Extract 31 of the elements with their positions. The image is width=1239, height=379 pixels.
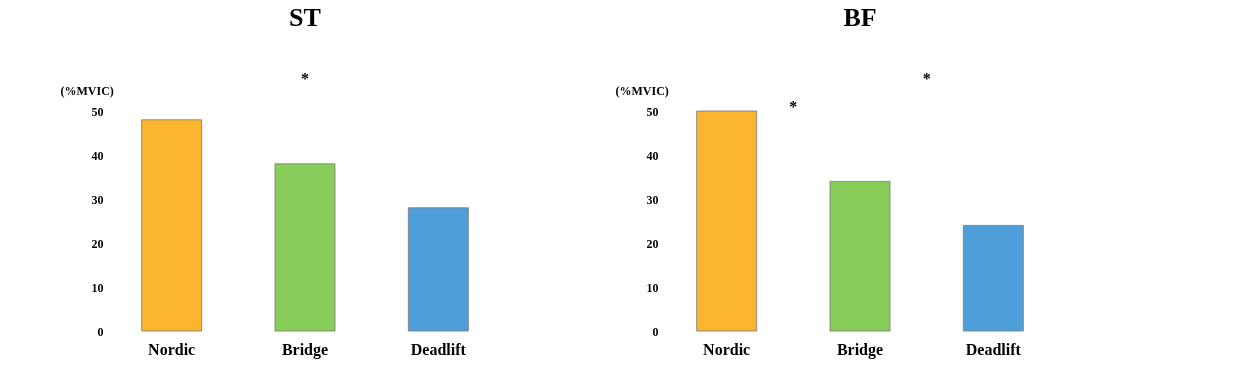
y-tick-label: 50: [91, 104, 104, 119]
bar: [274, 163, 336, 332]
bar: [962, 225, 1024, 332]
y-axis-title: (%MVIC): [615, 83, 669, 98]
annotation: *: [789, 98, 798, 115]
x-tick-label: Deadlift: [410, 340, 467, 358]
y-tick-label: 40: [646, 148, 659, 163]
x-tick-label: Bridge: [836, 340, 884, 359]
bar: [696, 110, 758, 332]
text: *: [301, 70, 309, 87]
y-tick-label: 30: [646, 192, 659, 207]
y-tick-label: 50: [646, 104, 659, 119]
y-tick-label: 20: [646, 236, 659, 251]
y-tick-label: 10: [91, 280, 104, 295]
y-tick-label: 30: [91, 192, 104, 207]
y-axis-title: (%MVIC): [60, 83, 114, 98]
x-tick-label: Nordic: [703, 340, 751, 358]
text: *: [922, 70, 931, 87]
y-tick-label: 10: [646, 280, 659, 295]
y-tick-label: 0: [97, 324, 104, 339]
x-tick-label: Nordic: [148, 340, 196, 358]
bar: [407, 207, 469, 332]
y-tick-label: 20: [91, 236, 104, 251]
x-tick-label: Deadlift: [965, 340, 1022, 358]
x-tick-label: Bridge: [281, 340, 329, 359]
bar: [829, 181, 891, 332]
y-tick-label: 0: [652, 324, 659, 339]
y-tick-label: 40: [91, 148, 104, 163]
chart-title: ST: [289, 3, 321, 32]
bar: [141, 119, 203, 332]
chart-title: BF: [843, 3, 877, 32]
